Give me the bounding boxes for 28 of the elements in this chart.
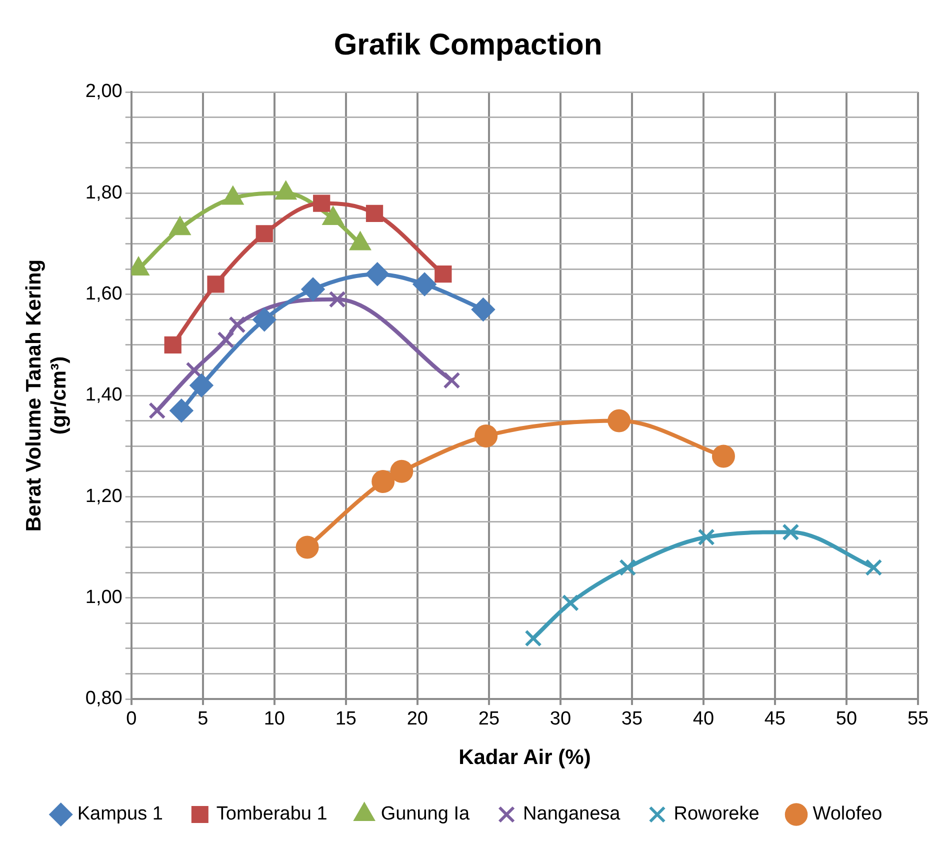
- y-tick-label: 1,80: [85, 182, 122, 204]
- x-tick-label: 55: [907, 708, 929, 730]
- chart-title: Grafik Compaction: [334, 28, 602, 62]
- y-tick-label: 1,40: [85, 384, 122, 406]
- y-axis-title: Berat Volume Tanah Kering (gr/cm³): [22, 259, 71, 532]
- x-tick-label: 10: [264, 708, 285, 730]
- x-tick-label: 15: [335, 708, 356, 730]
- x-tick-label: 20: [406, 708, 428, 730]
- x-axis-title: Kadar Air (%): [458, 746, 591, 770]
- y-tick-label: 0,80: [85, 688, 122, 710]
- legend-label: Wolofeo: [812, 804, 882, 825]
- x-tick-label: 40: [692, 708, 714, 730]
- x-tick-label: 5: [198, 708, 208, 730]
- x-tick-label: 35: [621, 708, 643, 730]
- y-tick-label: 2,00: [85, 81, 122, 102]
- x-tick-label: 0: [126, 708, 137, 730]
- legend-label: Tomberabu 1: [216, 804, 328, 825]
- x-tick-label: 45: [764, 708, 786, 730]
- x-tick-label: 50: [836, 708, 858, 730]
- x-tick-label: 30: [550, 708, 572, 730]
- x-tick-label: 25: [478, 708, 500, 730]
- legend-label: Kampus 1: [77, 804, 163, 825]
- y-tick-label: 1,20: [85, 486, 122, 507]
- legend-label: Gunung Ia: [380, 804, 470, 825]
- legend-label: Nanganesa: [523, 804, 621, 825]
- y-tick-label: 1,00: [85, 587, 122, 608]
- y-tick-label: 1,60: [85, 284, 122, 305]
- legend-label: Roworeke: [674, 804, 760, 825]
